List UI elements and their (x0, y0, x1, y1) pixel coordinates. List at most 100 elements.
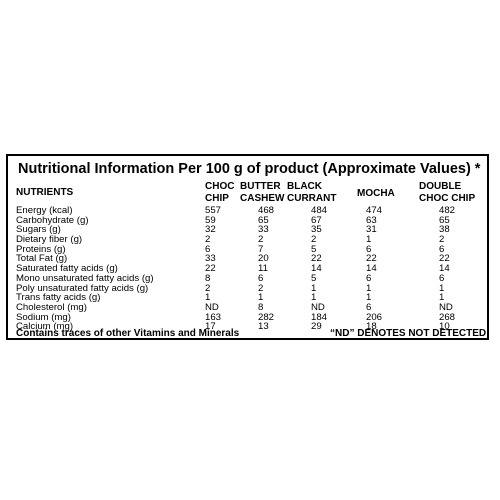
nutrient-value: 10 (439, 321, 450, 333)
nutrient-value: 557 (205, 205, 222, 216)
table-row: Trans fatty acids (g) 1 1 1 1 1 (16, 293, 486, 303)
nutrient-value: 2 (205, 282, 211, 294)
nutrient-value: ND (439, 301, 453, 313)
product-header-line: CASHEW (240, 193, 285, 204)
nutrient-value: 1 (439, 282, 445, 294)
nutrient-value: 6 (366, 301, 372, 313)
product-header-line: BLACK (287, 181, 322, 192)
table-row: Sugars (g) 32 33 35 31 38 (16, 225, 486, 235)
nutrient-value: 8 (205, 272, 211, 284)
nutrient-value: 13 (258, 321, 269, 333)
nutrient-value: 1 (366, 282, 372, 294)
nutrient-value: 468 (258, 205, 275, 216)
nutrient-value: 1 (258, 292, 264, 304)
nutrient-value: 17 (205, 321, 216, 333)
nutrient-value: 29 (311, 321, 322, 333)
nutrient-value: 206 (366, 311, 383, 323)
product-header-line: CHOC (205, 181, 235, 192)
product-header-line: MOCHA (357, 188, 395, 199)
nutrient-value: 14 (311, 263, 322, 275)
nutrient-value: 14 (439, 263, 450, 275)
nutrient-value: 59 (205, 214, 216, 226)
nutrient-name: Energy (kcal) (16, 205, 73, 216)
nutrient-value: 6 (205, 243, 211, 255)
nutrient-name: Mono unsaturated fatty acids (g) (16, 272, 154, 284)
nutrient-value: 2 (311, 234, 317, 246)
nutrient-value: 38 (439, 224, 450, 236)
nutrient-name: Total Fat (g) (16, 253, 68, 265)
nutrient-name: Proteins (g) (16, 243, 66, 255)
nutrient-value: 6 (366, 272, 372, 284)
nutrient-value: 6 (439, 243, 445, 255)
product-header-line: DOUBLE (419, 181, 462, 192)
nutrient-value: 7 (258, 243, 264, 255)
product-header-mocha: MOCHA (357, 188, 395, 200)
nutrient-value: 33 (258, 224, 269, 236)
nutrient-value: 31 (366, 224, 377, 236)
product-header-line: CHOC CHIP (419, 193, 476, 204)
footer-note-nd: “ND” DENOTES NOT DETECTED (330, 328, 487, 339)
table-row: Mono unsaturated fatty acids (g) 8 6 5 6… (16, 274, 486, 284)
nutrient-value: 1 (311, 292, 317, 304)
nutrient-name: Sugars (g) (16, 224, 61, 236)
nutrient-value: 2 (258, 234, 264, 246)
table-row: Sodium (mg) 163 282 184 206 268 (16, 311, 486, 323)
table-row: Carbohydrate (g) 59 65 67 63 65 (16, 214, 486, 226)
nutrient-value: 6 (439, 272, 445, 284)
nutrient-value: 2 (205, 234, 211, 246)
nutrient-value: 14 (366, 263, 377, 275)
table-row: Saturated fatty acids (g) 22 11 14 14 14 (16, 264, 486, 274)
nutrient-name: Cholesterol (mg) (16, 301, 87, 313)
nutrient-value: 22 (366, 253, 377, 265)
nutrient-value: 22 (205, 263, 216, 275)
nutrient-value: 184 (311, 311, 328, 323)
nutrition-info-panel: Nutritional Information Per 100 g of pro… (6, 154, 489, 340)
nutrient-value: 65 (439, 214, 450, 226)
nutrient-value: 63 (366, 214, 377, 226)
nutrient-value: 163 (205, 311, 222, 323)
nutrient-value: 482 (439, 205, 456, 216)
product-header-line: BUTTER (240, 181, 281, 192)
product-header-choc-chip: CHOC CHIP (205, 181, 234, 205)
product-header-line: CHIP (205, 193, 229, 204)
nutrient-value: 22 (311, 253, 322, 265)
nutrient-value: 484 (311, 205, 328, 216)
nutrient-value: 6 (366, 243, 372, 255)
nutrition-title: Nutritional Information Per 100 g of pro… (18, 161, 481, 177)
nutrient-name: Carbohydrate (g) (16, 214, 89, 226)
nutrient-value: 11 (258, 263, 268, 275)
nutrient-value: 35 (311, 224, 322, 236)
table-row: Proteins (g) 6 7 5 6 6 (16, 245, 486, 255)
product-header-line: CURRANT (287, 193, 337, 204)
nutrient-value: 1 (205, 292, 211, 304)
nutrients-column-header: NUTRIENTS (16, 187, 74, 198)
nutrient-value: 8 (258, 301, 264, 313)
nutrient-value: 20 (258, 253, 269, 265)
nutrient-value: 32 (205, 224, 216, 236)
nutrient-name: Sodium (mg) (16, 311, 71, 323)
nutrient-value: 282 (258, 311, 275, 323)
product-header-black-currant: BLACK CURRANT (287, 181, 336, 205)
product-header-double-choc-chip: DOUBLE CHOC CHIP (419, 181, 475, 205)
nutrient-name: Saturated fatty acids (g) (16, 263, 118, 275)
table-row: Cholesterol (mg) ND 8 ND 6 ND (16, 303, 486, 313)
nutrient-value: 18 (366, 321, 377, 333)
nutrient-value: ND (205, 301, 219, 313)
nutrient-value: 5 (311, 272, 317, 284)
nutrient-value: 2 (439, 234, 445, 246)
product-header-butter-cashew: BUTTER CASHEW (240, 181, 284, 205)
table-row: Dietary fiber (g) 2 2 2 1 2 (16, 235, 486, 245)
nutrient-value: 6 (258, 272, 264, 284)
nutrient-value: 268 (439, 311, 456, 323)
footer-note-minerals: Contains traces of other Vitamins and Mi… (16, 328, 240, 339)
table-row: Energy (kcal) 557 468 484 474 482 (16, 206, 486, 216)
nutrient-rows: Energy (kcal) 557 468 484 474 482 Carboh… (16, 206, 486, 332)
nutrient-value: 1 (439, 292, 445, 304)
nutrient-value: 1 (366, 234, 372, 246)
nutrient-value: 1 (366, 292, 372, 304)
nutrient-value: 67 (311, 214, 322, 226)
nutrient-name: Poly unsaturated fatty acids (g) (16, 282, 149, 294)
table-row: Total Fat (g) 33 20 22 22 22 (16, 254, 486, 264)
nutrient-value: 33 (205, 253, 216, 265)
nutrient-name: Calcium (mg) (16, 321, 74, 333)
